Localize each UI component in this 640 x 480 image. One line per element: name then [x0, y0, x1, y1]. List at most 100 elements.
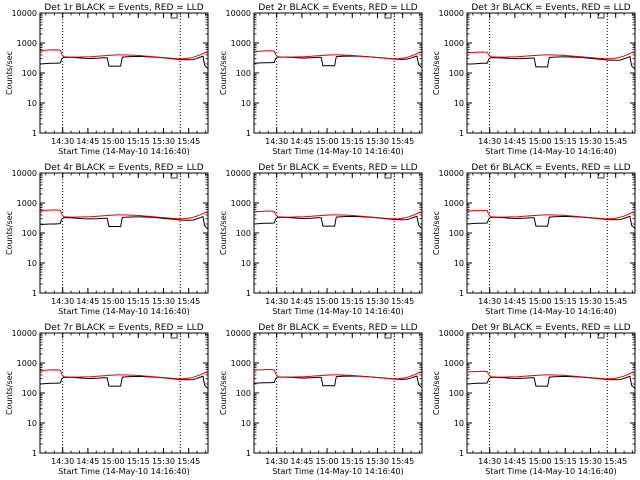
- y-axis-label: Counts/sec: [219, 51, 228, 95]
- chart-panel: Det 4r BLACK = Events, RED = LLD 1 10 100 10…: [5, 163, 209, 316]
- chart-panel: Det 1r BLACK = Events, RED = LLD 1 10 100 10…: [5, 3, 209, 156]
- chart-panel: Det 7r BLACK = Events, RED = LLD 1 10 100 10…: [5, 323, 209, 476]
- top-marker: [170, 172, 178, 179]
- events-series-line: [253, 55, 423, 69]
- y-tick-label: 1000: [444, 39, 464, 48]
- x-tick-label: 15:45: [177, 137, 200, 146]
- events-series-line: [39, 375, 209, 389]
- x-tick-label: 15:30: [579, 137, 602, 146]
- y-axis-label: Counts/sec: [432, 211, 441, 255]
- events-series-line: [39, 216, 209, 230]
- x-tick-label: 14:45: [290, 297, 313, 306]
- plot-frame: [466, 12, 636, 134]
- x-tick-label: 15:00: [102, 297, 125, 306]
- x-tick-label: 14:45: [290, 457, 313, 466]
- y-tick-label: 100: [22, 229, 37, 238]
- y-tick-label: 1: [459, 449, 464, 458]
- y-tick-label: 10: [454, 419, 464, 428]
- y-tick-label: 10000: [439, 9, 464, 18]
- chart-title: Det 7r BLACK = Events, RED = LLD: [44, 323, 203, 333]
- plot-frame: [253, 172, 423, 294]
- y-axis-label: Counts/sec: [219, 211, 228, 255]
- x-tick-label: 14:30: [51, 457, 74, 466]
- chart-title: Det 5r BLACK = Events, RED = LLD: [258, 163, 417, 173]
- chart-title: Det 2r BLACK = Events, RED = LLD: [258, 3, 417, 13]
- x-axis-label: Start Time (14-May-10 14:16:40): [58, 307, 189, 316]
- y-tick-label: 10000: [226, 329, 251, 338]
- y-tick-label: 1000: [231, 359, 251, 368]
- y-axis-label: Counts/sec: [5, 211, 14, 255]
- x-tick-label: 14:45: [503, 297, 526, 306]
- y-tick-label: 100: [236, 389, 251, 398]
- x-tick-label: 15:15: [127, 137, 150, 146]
- chart-panel: Det 5r BLACK = Events, RED = LLD 1 10 100 10…: [219, 163, 423, 316]
- x-tick-label: 15:00: [316, 457, 339, 466]
- x-axis-label: Start Time (14-May-10 14:16:40): [58, 147, 189, 156]
- y-tick-label: 1: [32, 289, 37, 298]
- chart-title: Det 1r BLACK = Events, RED = LLD: [44, 3, 203, 13]
- events-series-line: [253, 215, 423, 229]
- y-tick-label: 10: [241, 99, 251, 108]
- x-tick-label: 15:15: [554, 137, 577, 146]
- x-tick-label: 15:30: [152, 297, 175, 306]
- y-tick-label: 10: [27, 419, 37, 428]
- x-axis-label: Start Time (14-May-10 14:16:40): [485, 467, 616, 476]
- top-marker: [384, 332, 392, 339]
- y-tick-label: 10: [454, 259, 464, 268]
- y-axis-label: Counts/sec: [5, 51, 14, 95]
- x-axis-label: Start Time (14-May-10 14:16:40): [272, 147, 403, 156]
- plot-frame: [466, 172, 636, 294]
- chart-panel: Det 6r BLACK = Events, RED = LLD 1 10 100 10…: [432, 163, 636, 316]
- chart-title: Det 3r BLACK = Events, RED = LLD: [471, 3, 630, 13]
- y-tick-label: 10000: [226, 169, 251, 178]
- lld-series-line: [253, 368, 423, 380]
- y-axis-label: Counts/sec: [5, 371, 14, 415]
- x-tick-label: 14:30: [478, 297, 501, 306]
- x-tick-label: 15:30: [366, 297, 389, 306]
- events-series-line: [466, 215, 636, 229]
- y-axis-label: Counts/sec: [432, 51, 441, 95]
- plot-frame: [39, 12, 209, 134]
- x-tick-label: 14:45: [290, 137, 313, 146]
- y-tick-label: 100: [449, 69, 464, 78]
- x-axis-label: Start Time (14-May-10 14:16:40): [485, 147, 616, 156]
- x-tick-label: 14:30: [265, 137, 288, 146]
- chart-title: Det 9r BLACK = Events, RED = LLD: [471, 323, 630, 333]
- y-tick-label: 1000: [17, 359, 37, 368]
- chart-panel: Det 9r BLACK = Events, RED = LLD 1 10 100 10…: [432, 323, 636, 476]
- lld-series-line: [253, 50, 423, 60]
- y-tick-label: 10: [241, 419, 251, 428]
- y-tick-label: 10000: [226, 9, 251, 18]
- x-tick-label: 15:45: [604, 137, 627, 146]
- y-tick-label: 1: [246, 129, 251, 138]
- chart-panel: Det 8r BLACK = Events, RED = LLD 1 10 100 10…: [219, 323, 423, 476]
- y-tick-label: 10000: [12, 9, 37, 18]
- top-marker: [597, 12, 605, 19]
- y-tick-label: 10: [27, 259, 37, 268]
- lld-series-line: [466, 370, 636, 380]
- x-tick-label: 15:30: [366, 137, 389, 146]
- plot-frame: [39, 172, 209, 294]
- x-tick-label: 15:15: [127, 457, 150, 466]
- y-tick-label: 1: [32, 129, 37, 138]
- x-tick-label: 15:00: [102, 137, 125, 146]
- top-marker: [384, 12, 392, 19]
- x-tick-label: 15:45: [391, 297, 414, 306]
- x-tick-label: 15:30: [152, 137, 175, 146]
- x-tick-label: 15:15: [341, 297, 364, 306]
- x-tick-label: 15:45: [604, 457, 627, 466]
- lld-series-line: [39, 369, 209, 380]
- x-tick-label: 15:00: [102, 457, 125, 466]
- y-tick-label: 1000: [231, 199, 251, 208]
- y-tick-label: 100: [22, 69, 37, 78]
- chart-title: Det 4r BLACK = Events, RED = LLD: [44, 163, 203, 173]
- y-tick-label: 1000: [444, 199, 464, 208]
- x-axis-label: Start Time (14-May-10 14:16:40): [272, 307, 403, 316]
- y-tick-label: 1000: [231, 39, 251, 48]
- y-tick-label: 100: [22, 389, 37, 398]
- y-axis-label: Counts/sec: [432, 371, 441, 415]
- x-tick-label: 15:00: [316, 137, 339, 146]
- x-tick-label: 15:45: [177, 297, 200, 306]
- x-tick-label: 15:30: [366, 457, 389, 466]
